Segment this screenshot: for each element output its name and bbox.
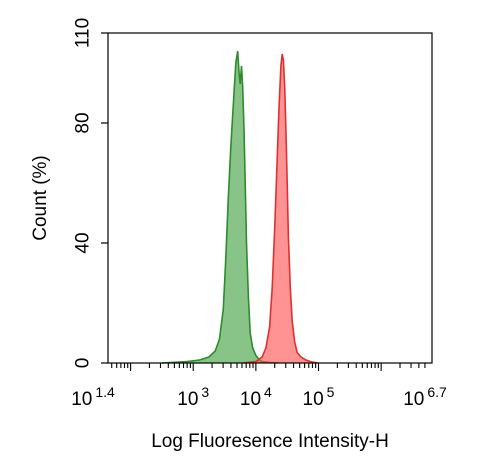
x-tick-label: 10 4 bbox=[240, 384, 272, 410]
x-axis-title: Log Fluoresence Intensity-H bbox=[151, 431, 389, 452]
series-1-area bbox=[161, 51, 278, 363]
y-tick-label: 40 bbox=[73, 232, 94, 253]
series-2-area bbox=[243, 54, 319, 363]
x-tick-label: 10 5 bbox=[303, 384, 335, 410]
y-tick-label: 110 bbox=[73, 18, 94, 48]
x-tick-label: 10 3 bbox=[177, 384, 209, 410]
x-tick-label: 10 1.4 bbox=[71, 384, 115, 410]
series-2-line bbox=[243, 53, 319, 364]
y-axis-title: Count (%) bbox=[30, 155, 51, 241]
x-tick-label: 10 6.7 bbox=[403, 384, 447, 410]
series-layer bbox=[161, 50, 319, 364]
plot-frame bbox=[107, 32, 433, 364]
x-ticks: 10 1.4 10 3 10 4 10 5 10 6.7 bbox=[71, 363, 447, 410]
y-tick-label: 80 bbox=[73, 112, 94, 133]
series-1-line bbox=[161, 50, 278, 364]
y-ticks: 0 40 80 110 bbox=[73, 18, 108, 369]
y-tick-label: 0 bbox=[73, 358, 94, 369]
